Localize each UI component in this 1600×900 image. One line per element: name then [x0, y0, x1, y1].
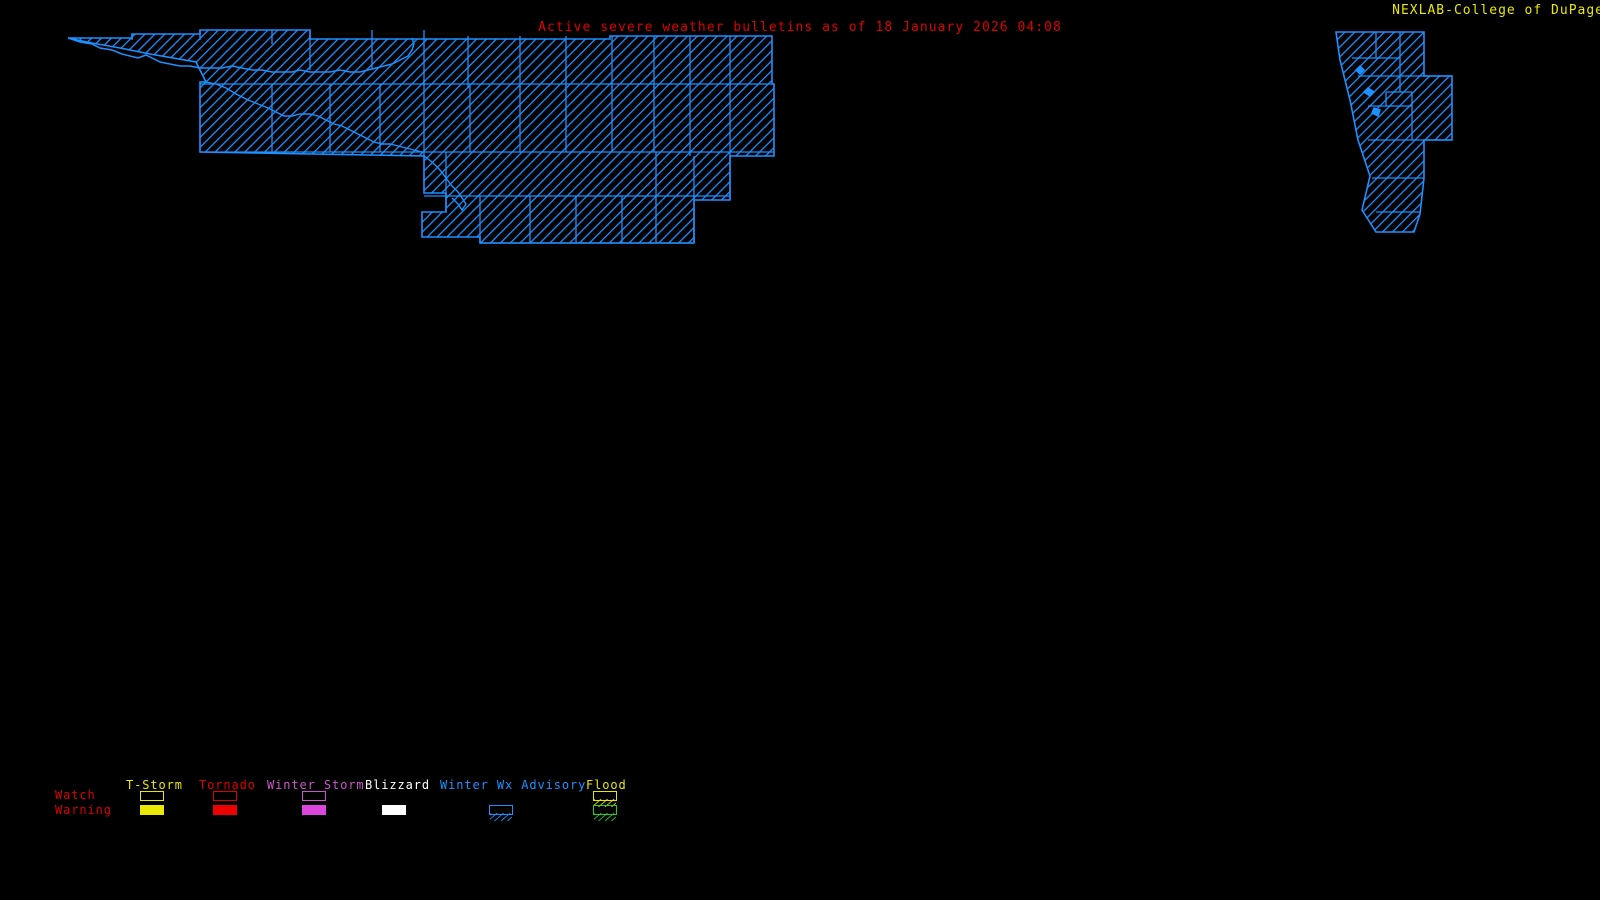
legend-label-winter-wx-advisory: Winter Wx Advisory	[440, 778, 587, 792]
legend-label-blizzard: Blizzard	[365, 778, 430, 792]
hatch-fill-blue-icon	[490, 813, 512, 821]
legend-swatch-warning-winter-wx-advisory[interactable]	[489, 805, 513, 821]
legend-swatch-warning-flood[interactable]	[593, 805, 617, 821]
map-region-west[interactable]	[0, 0, 900, 300]
weather-bulletin-map[interactable]	[0, 0, 1600, 760]
legend-swatch-watch-flood[interactable]	[593, 791, 617, 807]
hatch-fill-yellow-icon	[594, 799, 616, 807]
page-title: Active severe weather bulletins as of 18…	[538, 20, 1062, 35]
map-region-east[interactable]	[1300, 20, 1520, 280]
zone-divider-lines-west	[131, 30, 774, 244]
river-line-interior	[205, 81, 423, 153]
legend-swatch-watch-tornado[interactable]	[213, 791, 237, 801]
coastline-detail-east	[1354, 64, 1381, 118]
legend-swatch-warning-tornado[interactable]	[213, 805, 237, 815]
region-hatch-fill-east	[1336, 32, 1452, 232]
legend-label-tornado: Tornado	[199, 778, 256, 792]
river-line-interior-2	[423, 155, 467, 212]
region-hatch-fill-west	[68, 30, 774, 243]
river-border-north	[67, 37, 415, 73]
legend-row-label-watch: Watch	[55, 788, 96, 802]
legend-label-t-storm: T-Storm	[126, 778, 183, 792]
hatch-fill-green-icon	[594, 813, 616, 821]
legend-swatch-warning-winter-storm[interactable]	[302, 805, 326, 815]
legend-swatch-warning-t-storm[interactable]	[140, 805, 164, 815]
legend-row-label-warning: Warning	[55, 803, 112, 817]
legend-label-flood: Flood	[586, 778, 627, 792]
legend-swatch-watch-t-storm[interactable]	[140, 791, 164, 801]
legend-swatch-watch-winter-storm[interactable]	[302, 791, 326, 801]
legend-label-winter-storm: Winter Storm	[267, 778, 365, 792]
zone-divider-lines-east	[1352, 32, 1452, 213]
legend-swatch-warning-blizzard[interactable]	[382, 805, 406, 815]
brand-label: NEXLAB-College of DuPage	[1392, 3, 1600, 18]
